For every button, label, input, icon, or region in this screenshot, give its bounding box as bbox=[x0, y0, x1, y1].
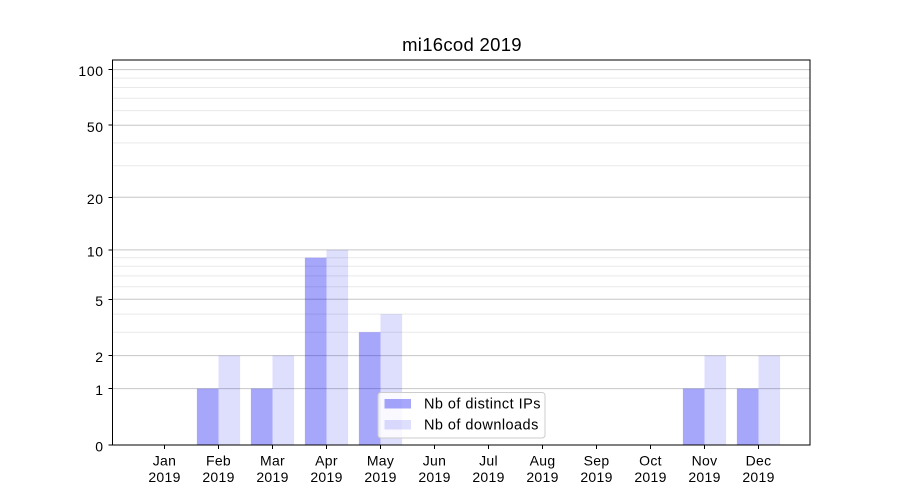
svg-text:2019: 2019 bbox=[418, 469, 450, 485]
svg-text:10: 10 bbox=[87, 244, 104, 260]
svg-text:0: 0 bbox=[95, 439, 104, 455]
svg-text:2019: 2019 bbox=[310, 469, 342, 485]
svg-text:1: 1 bbox=[95, 382, 104, 398]
svg-text:2019: 2019 bbox=[148, 469, 180, 485]
svg-text:Oct: Oct bbox=[639, 453, 662, 469]
svg-text:mi16cod 2019: mi16cod 2019 bbox=[402, 34, 522, 55]
svg-text:20: 20 bbox=[87, 191, 104, 207]
svg-text:Jan: Jan bbox=[153, 453, 176, 469]
svg-text:2019: 2019 bbox=[580, 469, 612, 485]
svg-text:2: 2 bbox=[95, 349, 104, 365]
svg-text:2019: 2019 bbox=[688, 469, 720, 485]
svg-text:Mar: Mar bbox=[260, 453, 285, 469]
svg-text:Nb of distinct IPs: Nb of distinct IPs bbox=[424, 397, 541, 413]
svg-text:Jul: Jul bbox=[479, 453, 498, 469]
svg-text:2019: 2019 bbox=[202, 469, 234, 485]
svg-text:Nb of downloads: Nb of downloads bbox=[424, 418, 539, 434]
svg-text:Apr: Apr bbox=[315, 453, 338, 469]
svg-text:2019: 2019 bbox=[526, 469, 558, 485]
svg-text:May: May bbox=[367, 453, 394, 469]
svg-text:Aug: Aug bbox=[530, 453, 556, 469]
svg-text:50: 50 bbox=[87, 119, 104, 135]
svg-text:2019: 2019 bbox=[742, 469, 774, 485]
svg-text:5: 5 bbox=[95, 293, 104, 309]
svg-text:2019: 2019 bbox=[364, 469, 396, 485]
svg-text:2019: 2019 bbox=[472, 469, 504, 485]
svg-text:Sep: Sep bbox=[584, 453, 610, 469]
svg-text:100: 100 bbox=[78, 63, 103, 79]
svg-text:Feb: Feb bbox=[206, 453, 231, 469]
svg-text:Dec: Dec bbox=[746, 453, 772, 469]
svg-text:Nov: Nov bbox=[692, 453, 718, 469]
svg-text:2019: 2019 bbox=[634, 469, 666, 485]
svg-text:2019: 2019 bbox=[256, 469, 288, 485]
svg-text:Jun: Jun bbox=[423, 453, 446, 469]
